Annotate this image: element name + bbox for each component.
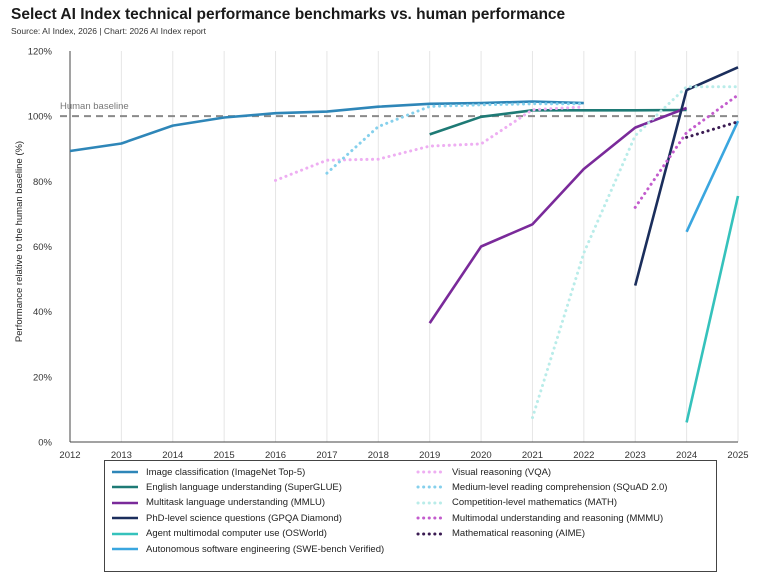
x-tick-label: 2022 [573, 450, 594, 460]
human-baseline-label: Human baseline [60, 101, 129, 112]
legend-swatch [112, 516, 138, 520]
x-tick-label: 2014 [162, 450, 183, 460]
x-tick-label: 2015 [214, 450, 235, 460]
x-tick-label: 2017 [316, 450, 337, 460]
series-line-medium-level-reading-comprehension-squad-2-0 [325, 102, 586, 175]
legend-item: Mathematical reasoning (AIME) [416, 527, 585, 541]
legend-item: Medium-level reading comprehension (SQuA… [416, 480, 667, 494]
legend-item: English language understanding (SuperGLU… [110, 480, 342, 494]
legend-label: Mathematical reasoning (AIME) [452, 528, 586, 540]
y-tick-label: 60% [33, 242, 53, 253]
chart-subtitle: Source: AI Index, 2026 | Chart: 2026 AI … [11, 26, 206, 36]
x-tick-label: 2019 [419, 450, 440, 460]
legend-item: Visual reasoning (VQA) [416, 465, 551, 479]
legend-label: PhD-level science questions (GPQA Diamon… [146, 512, 342, 524]
legend-swatch [416, 516, 446, 520]
legend-item: Competition-level mathematics (MATH) [416, 496, 617, 510]
y-tick-label: 80% [33, 177, 53, 188]
x-tick-label: 2020 [471, 450, 492, 460]
x-tick-label: 2012 [59, 450, 80, 460]
x-tick-label: 2016 [265, 450, 286, 460]
legend-swatch [416, 532, 446, 536]
legend-label: Autonomous software engineering (SWE-ben… [146, 543, 385, 555]
y-tick-label: 120% [28, 47, 53, 58]
legend-swatch [112, 486, 138, 489]
tick-labels: 2012 2013 2014 2015 2016 2017 2018 2019 2020 2021… [14, 47, 749, 461]
legend-label: Multimodal understanding and reasoning (… [452, 512, 664, 524]
x-tick-label: 2023 [625, 450, 646, 460]
x-tick-label: 2024 [676, 450, 697, 460]
legend-item: Image classification (ImageNet Top-5) [110, 465, 305, 479]
series-line-multitask-language-understanding-mmlu [428, 106, 688, 324]
legend-item: Autonomous software engineering (SWE-ben… [110, 542, 384, 556]
legend-swatch [416, 485, 446, 489]
series-line-mathematical-reasoning-aime [685, 120, 740, 139]
legend-swatch [112, 501, 138, 505]
y-tick-label: 100% [28, 112, 53, 123]
legend-item: PhD-level science questions (GPQA Diamon… [110, 511, 342, 525]
series-line-autonomous-software-engineering-swe-bench-verified [685, 120, 740, 233]
legend: Image classification (ImageNet Top-5) Eng… [104, 460, 717, 572]
legend-swatch [112, 532, 138, 535]
y-axis-title: Performance relative to the human baseli… [14, 141, 25, 342]
human-baseline: Human baseline [60, 101, 738, 118]
series-lines [69, 66, 740, 423]
line-chart: Human baseline 2012 2013 2014 2015 2016 2017 2… [14, 47, 749, 461]
legend-swatch [112, 470, 138, 474]
legend-item: Agent multimodal computer use (OSWorld) [110, 527, 327, 541]
axes [69, 51, 738, 443]
legend-label: English language understanding (SuperGLU… [146, 481, 342, 493]
y-tick-label: 40% [33, 307, 53, 318]
x-tick-label: 2021 [522, 450, 543, 460]
series-line-visual-reasoning-vqa [274, 105, 586, 182]
legend-label: Agent multimodal computer use (OSWorld) [146, 528, 327, 540]
series-line-phd-level-science-questions-gpqa-diamond [633, 66, 739, 286]
legend-item: Multimodal understanding and reasoning (… [416, 511, 663, 525]
chart-title: Select AI Index technical performance be… [11, 6, 566, 23]
legend-label: Competition-level mathematics (MATH) [452, 497, 618, 509]
series-line-image-classification-imagenet-top-5 [69, 100, 584, 153]
legend-item: Multitask language understanding (MMLU) [110, 496, 325, 510]
x-tick-label: 2018 [368, 450, 389, 460]
series-line-english-language-understanding-superglue [429, 108, 687, 136]
series-line-multimodal-understanding-and-reasoning-mmmu [633, 93, 740, 209]
x-tick-label: 2025 [727, 450, 748, 460]
legend-swatch [416, 501, 446, 505]
legend-label: Medium-level reading comprehension (SQuA… [452, 481, 668, 493]
x-tick-label: 2013 [111, 450, 132, 460]
legend-swatch [112, 547, 138, 551]
y-tick-label: 20% [33, 372, 53, 383]
legend-label: Visual reasoning (VQA) [452, 466, 552, 478]
legend-label: Multitask language understanding (MMLU) [146, 497, 326, 509]
legend-label: Image classification (ImageNet Top-5) [146, 466, 306, 478]
legend-swatch [416, 470, 446, 474]
y-tick-label: 0% [38, 438, 52, 449]
series-line-agent-multimodal-computer-use-osworld [685, 195, 740, 423]
